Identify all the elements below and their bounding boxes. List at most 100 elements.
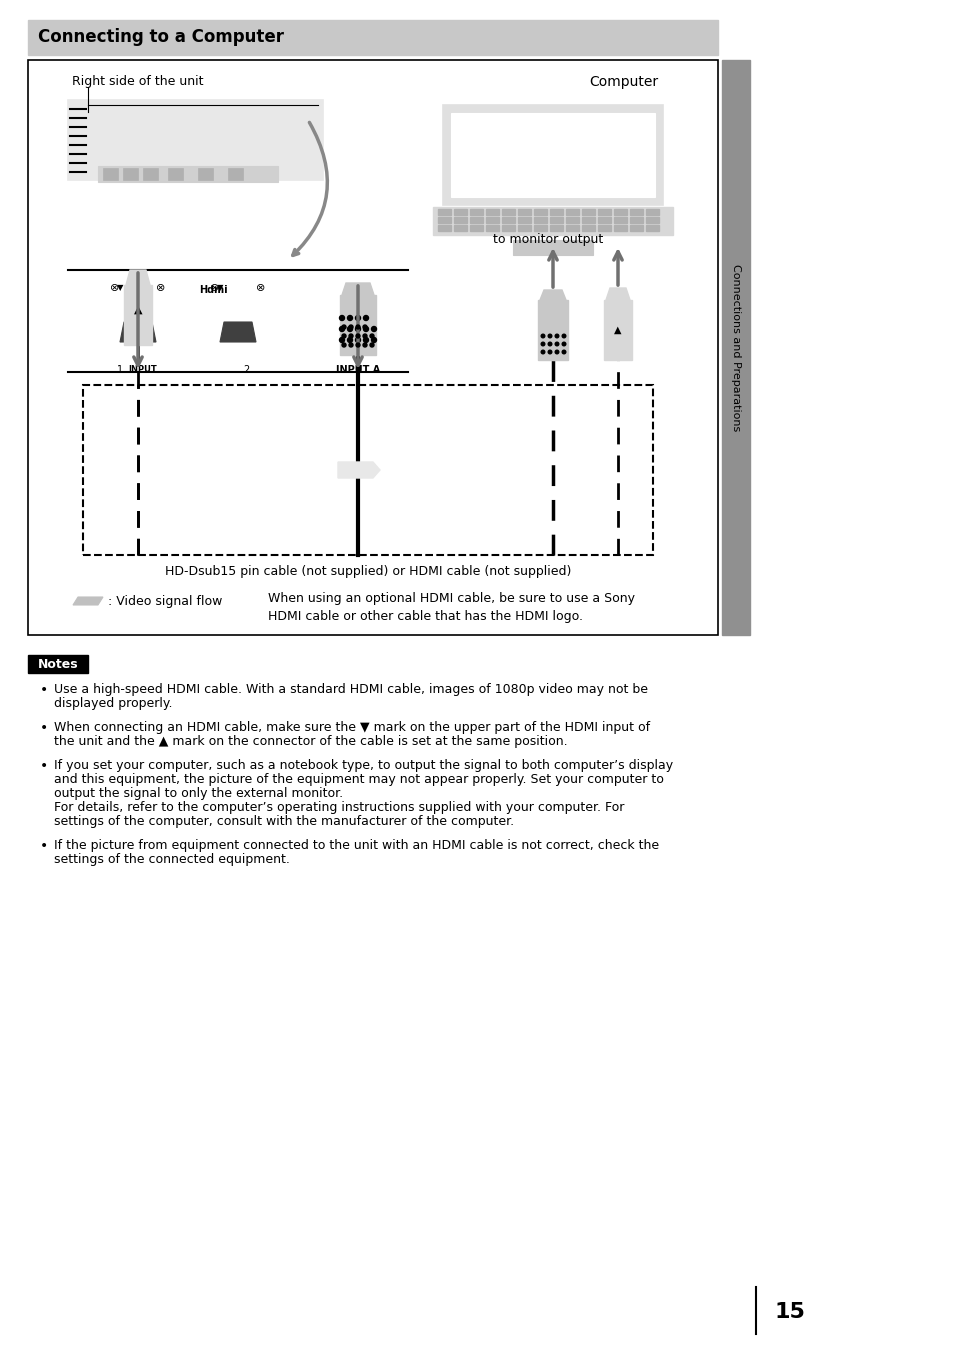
Text: displayed properly.: displayed properly.	[54, 698, 172, 710]
Text: Computer: Computer	[588, 74, 658, 89]
Text: ⊗: ⊗	[256, 283, 265, 293]
Bar	[513, 241, 593, 256]
Text: When connecting an HDMI cable, make sure the ▼ mark on the upper part of the HDM: When connecting an HDMI cable, make sure…	[54, 721, 649, 734]
Text: to monitor output: to monitor output	[493, 234, 602, 246]
Bar	[645, 224, 659, 231]
Text: Connecting to a Computer: Connecting to a Computer	[38, 28, 284, 46]
Bar	[565, 224, 578, 231]
Bar	[517, 224, 531, 231]
Polygon shape	[337, 462, 379, 479]
Bar	[454, 210, 467, 215]
Polygon shape	[341, 283, 374, 295]
Circle shape	[349, 343, 353, 347]
Text: •: •	[40, 758, 49, 773]
Text: ⊗: ⊗	[111, 283, 119, 293]
Bar	[68, 100, 323, 180]
Circle shape	[561, 350, 565, 354]
Circle shape	[341, 343, 346, 347]
Text: INPUT: INPUT	[129, 365, 157, 375]
Circle shape	[363, 343, 367, 347]
Text: output the signal to only the external monitor.: output the signal to only the external m…	[54, 787, 343, 800]
Text: and this equipment, the picture of the equipment may not appear properly. Set yo: and this equipment, the picture of the e…	[54, 773, 663, 786]
Circle shape	[388, 315, 397, 324]
Text: •: •	[40, 840, 49, 853]
Bar	[470, 224, 482, 231]
Circle shape	[548, 334, 551, 338]
Bar	[614, 224, 626, 231]
Bar	[534, 224, 546, 231]
Text: Use a high-speed HDMI cable. With a standard HDMI cable, images of 1080p video m: Use a high-speed HDMI cable. With a stan…	[54, 683, 647, 696]
Circle shape	[349, 324, 353, 329]
Bar	[614, 218, 626, 223]
Text: •: •	[40, 721, 49, 735]
Circle shape	[363, 326, 368, 331]
Text: ▼: ▼	[216, 283, 223, 292]
Text: For details, refer to the computer’s operating instructions supplied with your c: For details, refer to the computer’s ope…	[54, 800, 623, 814]
Bar	[124, 285, 152, 345]
Circle shape	[341, 324, 346, 329]
Bar	[581, 224, 595, 231]
Bar	[198, 168, 213, 180]
Text: ▲: ▲	[614, 324, 621, 335]
Bar	[485, 224, 498, 231]
Circle shape	[355, 324, 359, 329]
Bar	[537, 300, 567, 360]
Text: : Video signal flow: : Video signal flow	[108, 595, 222, 607]
Circle shape	[370, 334, 374, 338]
Text: INPUT A: INPUT A	[335, 365, 379, 375]
Bar	[451, 114, 655, 197]
Bar	[168, 168, 183, 180]
Bar	[123, 168, 138, 180]
Bar	[501, 218, 515, 223]
Text: settings of the computer, consult with the manufacturer of the computer.: settings of the computer, consult with t…	[54, 815, 514, 827]
Bar	[442, 105, 662, 206]
Text: ⊗: ⊗	[156, 283, 166, 293]
Text: When using an optional HDMI cable, be sure to use a Sony
HDMI cable or other cab: When using an optional HDMI cable, be su…	[268, 592, 635, 623]
Text: the unit and the ▲ mark on the connector of the cable is set at the same positio: the unit and the ▲ mark on the connector…	[54, 735, 567, 748]
Bar	[485, 218, 498, 223]
Bar	[28, 20, 718, 55]
Circle shape	[540, 334, 544, 338]
Text: 1: 1	[117, 365, 123, 375]
Bar	[565, 210, 578, 215]
Circle shape	[339, 326, 344, 331]
Circle shape	[548, 350, 551, 354]
Text: 2: 2	[243, 365, 249, 375]
Text: 15: 15	[774, 1302, 804, 1322]
Bar	[28, 59, 718, 635]
Text: If you set your computer, such as a notebook type, to output the signal to both : If you set your computer, such as a note…	[54, 758, 673, 772]
Circle shape	[561, 334, 565, 338]
Text: HD-Dsub15 pin cable (not supplied) or HDMI cable (not supplied): HD-Dsub15 pin cable (not supplied) or HD…	[165, 565, 571, 579]
Circle shape	[555, 350, 558, 354]
Bar	[598, 224, 610, 231]
Text: If the picture from equipment connected to the unit with an HDMI cable is not co: If the picture from equipment connected …	[54, 840, 659, 852]
Bar	[598, 218, 610, 223]
Circle shape	[370, 343, 374, 347]
Circle shape	[355, 326, 360, 331]
Bar	[437, 210, 451, 215]
Circle shape	[555, 342, 558, 346]
Bar	[721, 59, 749, 635]
Text: •: •	[40, 683, 49, 698]
Circle shape	[555, 334, 558, 338]
Bar	[143, 168, 158, 180]
Bar	[581, 210, 595, 215]
Bar	[550, 210, 562, 215]
Bar	[103, 168, 118, 180]
Bar	[228, 168, 243, 180]
Bar	[517, 218, 531, 223]
Text: ▲: ▲	[133, 306, 142, 315]
Text: ▼: ▼	[116, 283, 123, 292]
Circle shape	[540, 350, 544, 354]
Circle shape	[347, 338, 352, 342]
Circle shape	[540, 342, 544, 346]
Polygon shape	[120, 322, 156, 342]
FancyBboxPatch shape	[104, 281, 172, 360]
Bar	[629, 218, 642, 223]
Bar	[98, 166, 277, 183]
Bar	[517, 210, 531, 215]
Circle shape	[317, 315, 328, 324]
Polygon shape	[605, 288, 629, 300]
Text: Hdmi: Hdmi	[198, 285, 227, 295]
Circle shape	[355, 334, 359, 338]
